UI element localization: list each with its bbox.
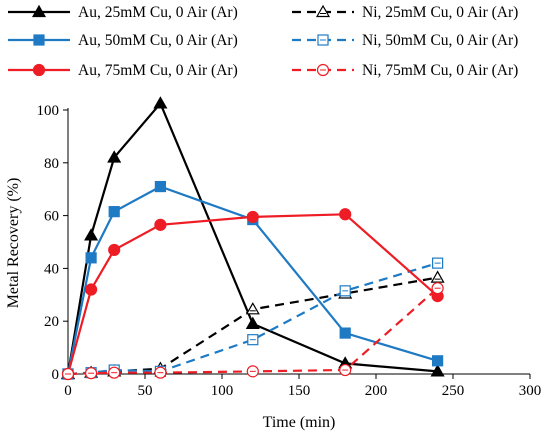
series-layer: [60, 96, 445, 381]
data-point: [107, 150, 122, 163]
legend-item: Au, 50mM Cu, 0 Air (Ar): [8, 32, 238, 49]
data-point: [154, 180, 166, 193]
series-6: [61, 282, 444, 381]
data-point: [245, 302, 260, 315]
data-point: [85, 252, 97, 264]
series-line: [66, 213, 439, 375]
data-point: [154, 218, 167, 231]
x-axis-label: Time (min): [263, 414, 336, 431]
y-tick-label: 60: [44, 209, 59, 225]
data-point: [108, 206, 120, 218]
legend-label: Au, 50mM Cu, 0 Air (Ar): [78, 32, 238, 49]
legend-label: Ni, 75mM Cu, 0 Air (Ar): [362, 62, 518, 79]
data-point: [245, 316, 260, 329]
data-point: [84, 228, 99, 241]
series-line: [66, 101, 438, 375]
data-point: [246, 210, 259, 224]
data-point: [339, 327, 351, 339]
y-tick-label: 80: [44, 156, 59, 172]
legend-item: Ni, 50mM Cu, 0 Air (Ar): [292, 32, 518, 49]
legend-item: Ni, 25mM Cu, 0 Air (Ar): [292, 4, 518, 21]
data-point: [339, 208, 352, 221]
y-tick-label: 20: [44, 314, 59, 330]
y-tick-label: 100: [37, 103, 60, 119]
legend-label: Au, 25mM Cu, 0 Air (Ar): [78, 4, 238, 21]
x-tick-label: 250: [442, 383, 465, 399]
legend-marker: [31, 4, 47, 18]
x-tick-label: 0: [64, 383, 72, 399]
legend-marker: [32, 63, 46, 77]
y-tick-label: 40: [44, 261, 59, 277]
legend-item: Au, 25mM Cu, 0 Air (Ar): [8, 4, 238, 21]
legend-label: Ni, 25mM Cu, 0 Air (Ar): [362, 4, 518, 21]
legend-item: Au, 75mM Cu, 0 Air (Ar): [8, 62, 238, 79]
legend-marker: [33, 34, 45, 46]
legend-item: Ni, 75mM Cu, 0 Air (Ar): [292, 62, 518, 79]
data-point: [430, 364, 445, 377]
series-line: [67, 287, 439, 376]
x-tick-label: 150: [288, 383, 311, 399]
y-axis-label: Metal Recovery (%): [5, 178, 22, 309]
data-point: [108, 243, 121, 257]
data-point: [153, 96, 168, 109]
series-5: [61, 208, 444, 381]
legend-label: Ni, 50mM Cu, 0 Air (Ar): [362, 32, 518, 49]
y-tick-label: 0: [52, 367, 60, 383]
x-tick-label: 100: [211, 383, 234, 399]
x-tick-label: 200: [365, 383, 388, 399]
data-point: [84, 283, 98, 296]
data-point: [432, 355, 444, 367]
data-point: [430, 270, 445, 283]
x-tick-label: 50: [138, 383, 153, 399]
legend: Au, 25mM Cu, 0 Air (Ar) Ni, 25mM Cu, 0 Ai…: [8, 4, 518, 79]
plot-axes: 0 50 100 150 200 250 300 0 20 40 60 80 100: [37, 103, 542, 399]
x-tick-label: 300: [519, 383, 542, 399]
legend-label: Au, 75mM Cu, 0 Air (Ar): [78, 62, 238, 79]
